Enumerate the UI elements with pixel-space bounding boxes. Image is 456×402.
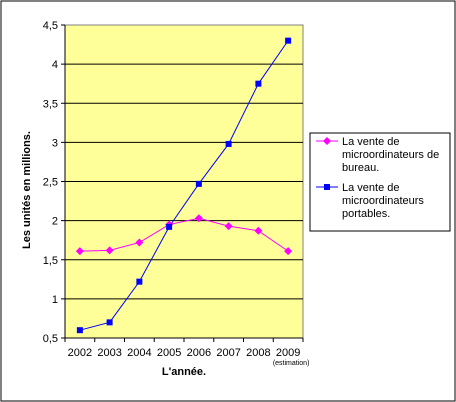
y-axis-title: Les unités en millions. [21,131,33,249]
y-tick-label: 2 [52,216,58,228]
legend-item-1: La vente de microordinateurs de bureau. [316,136,439,174]
legend-item-2: La vente de microordinateurs portables. [316,182,424,220]
x-axis-ticks: 2002 2003 2004 2005 2006 2007 2008 2009(estimat… [64,25,310,367]
series-line [79,217,289,252]
y-tick-label: 4 [52,59,58,71]
data-point [194,214,203,223]
series-layer [75,37,293,334]
data-point [254,226,263,235]
y-tick-label: 2,5 [43,177,58,189]
x-tick-label: 2009 [276,347,300,359]
x-tick-label: 2007 [216,347,240,359]
legend-marker [323,137,331,145]
x-tick-sublabel: (estimation) [273,360,310,367]
data-point [225,140,232,147]
data-point [255,80,262,87]
x-tick-label: 2002 [68,347,92,359]
x-tick-label: 2005 [157,347,181,359]
legend-label: La vente de microordinateurs portables. [342,182,424,220]
y-tick-label: 1 [52,294,58,306]
y-tick-label: 1,5 [43,255,58,267]
legend-label: La vente de microordinateurs de bureau. [342,136,439,174]
data-point [195,180,202,187]
y-axis-ticks: 0,5 1 1,5 2 2,5 3 3,5 4 4,5 [43,20,65,345]
data-point [75,247,84,256]
x-tick-label: 2006 [187,347,211,359]
y-tick-label: 4,5 [43,20,58,32]
x-tick-label: 2004 [127,347,151,359]
x-tick-label: 2008 [246,347,270,359]
data-point [136,278,143,285]
gridlines [65,63,303,300]
data-point [105,246,114,255]
legend-marker [324,184,330,190]
data-point [285,37,292,44]
legend: La vente de microordinateurs de bureau. La … [309,132,451,232]
data-point [76,327,83,334]
series-line [79,40,289,331]
x-tick-label: 2003 [97,347,121,359]
y-tick-label: 3,5 [43,98,58,110]
series-2 [76,37,292,334]
data-point [166,223,173,230]
x-axis-title: L'année. [162,366,206,378]
y-tick-label: 3 [52,137,58,149]
series-1 [75,214,293,256]
legend-box [309,132,451,232]
data-point [284,247,293,256]
data-point [224,222,233,231]
y-tick-label: 0,5 [43,333,58,345]
data-point [106,319,113,326]
data-point [135,238,144,247]
